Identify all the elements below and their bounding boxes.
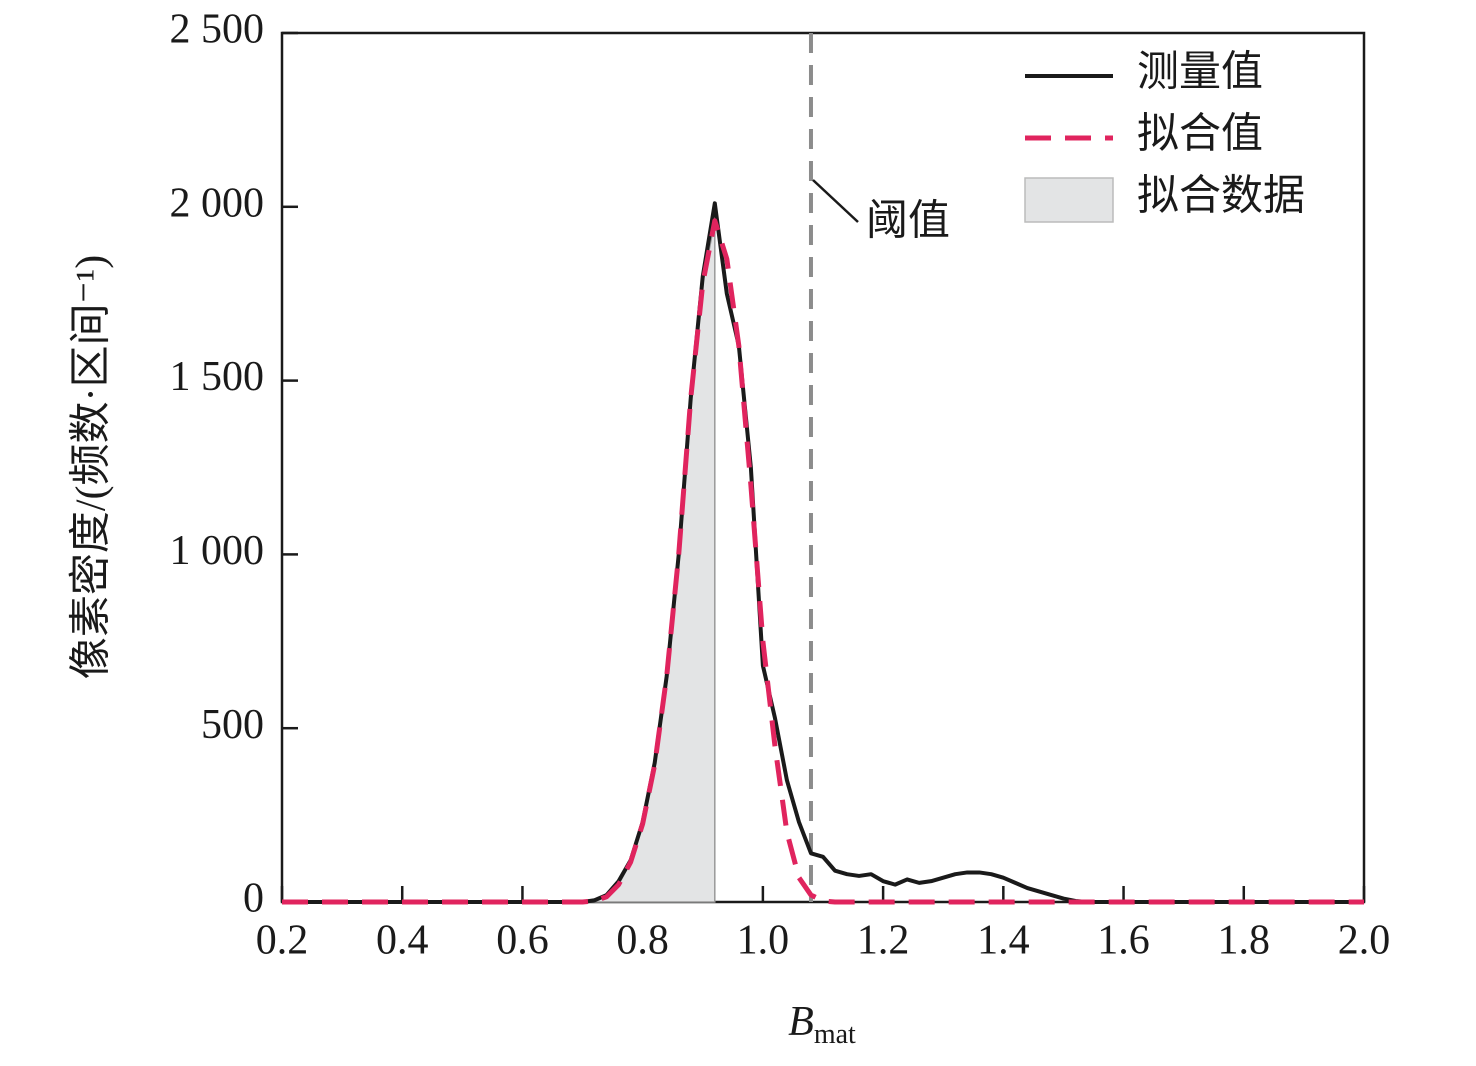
area — [282, 220, 716, 903]
x-label-main: B — [788, 999, 814, 1045]
line — [282, 218, 1364, 905]
x-tick-label: 1.0 — [737, 918, 790, 964]
x-tick-label: 0.8 — [616, 918, 669, 964]
x-tick-label: 1.2 — [857, 918, 910, 964]
threshold-label: 阈值 — [866, 199, 950, 245]
x-tick-label: 2.0 — [1338, 918, 1391, 964]
plot-frame — [280, 31, 1366, 904]
legend-label: 测量值 — [1137, 50, 1263, 96]
y-tick-label: 500 — [201, 702, 264, 748]
x-label-sub: mat — [814, 1019, 856, 1050]
x-tick-label: 0.6 — [496, 918, 549, 964]
x-tick-label: 0.2 — [256, 918, 309, 964]
line — [282, 201, 1364, 904]
x-axis-label: Bmat — [788, 999, 856, 1051]
x-tick-label: 0.4 — [376, 918, 429, 964]
legend-label: 拟合值 — [1137, 112, 1263, 158]
legend-label: 拟合数据 — [1137, 174, 1305, 220]
y-tick-label: 1 500 — [170, 354, 265, 400]
y-tick-label: 1 000 — [170, 528, 265, 574]
annotation-pointer — [812, 179, 859, 223]
x-tick-label: 1.6 — [1097, 918, 1150, 964]
x-tick-label: 1.8 — [1218, 918, 1271, 964]
legend-swatch — [1024, 177, 1114, 223]
x-tick-label: 1.4 — [977, 918, 1030, 964]
y-tick-label: 0 — [243, 876, 264, 922]
y-tick-label: 2 500 — [170, 7, 265, 53]
y-tick-label: 2 000 — [170, 180, 265, 226]
y-axis-label: 像素密度/(频数·区间⁻¹) — [68, 255, 115, 679]
